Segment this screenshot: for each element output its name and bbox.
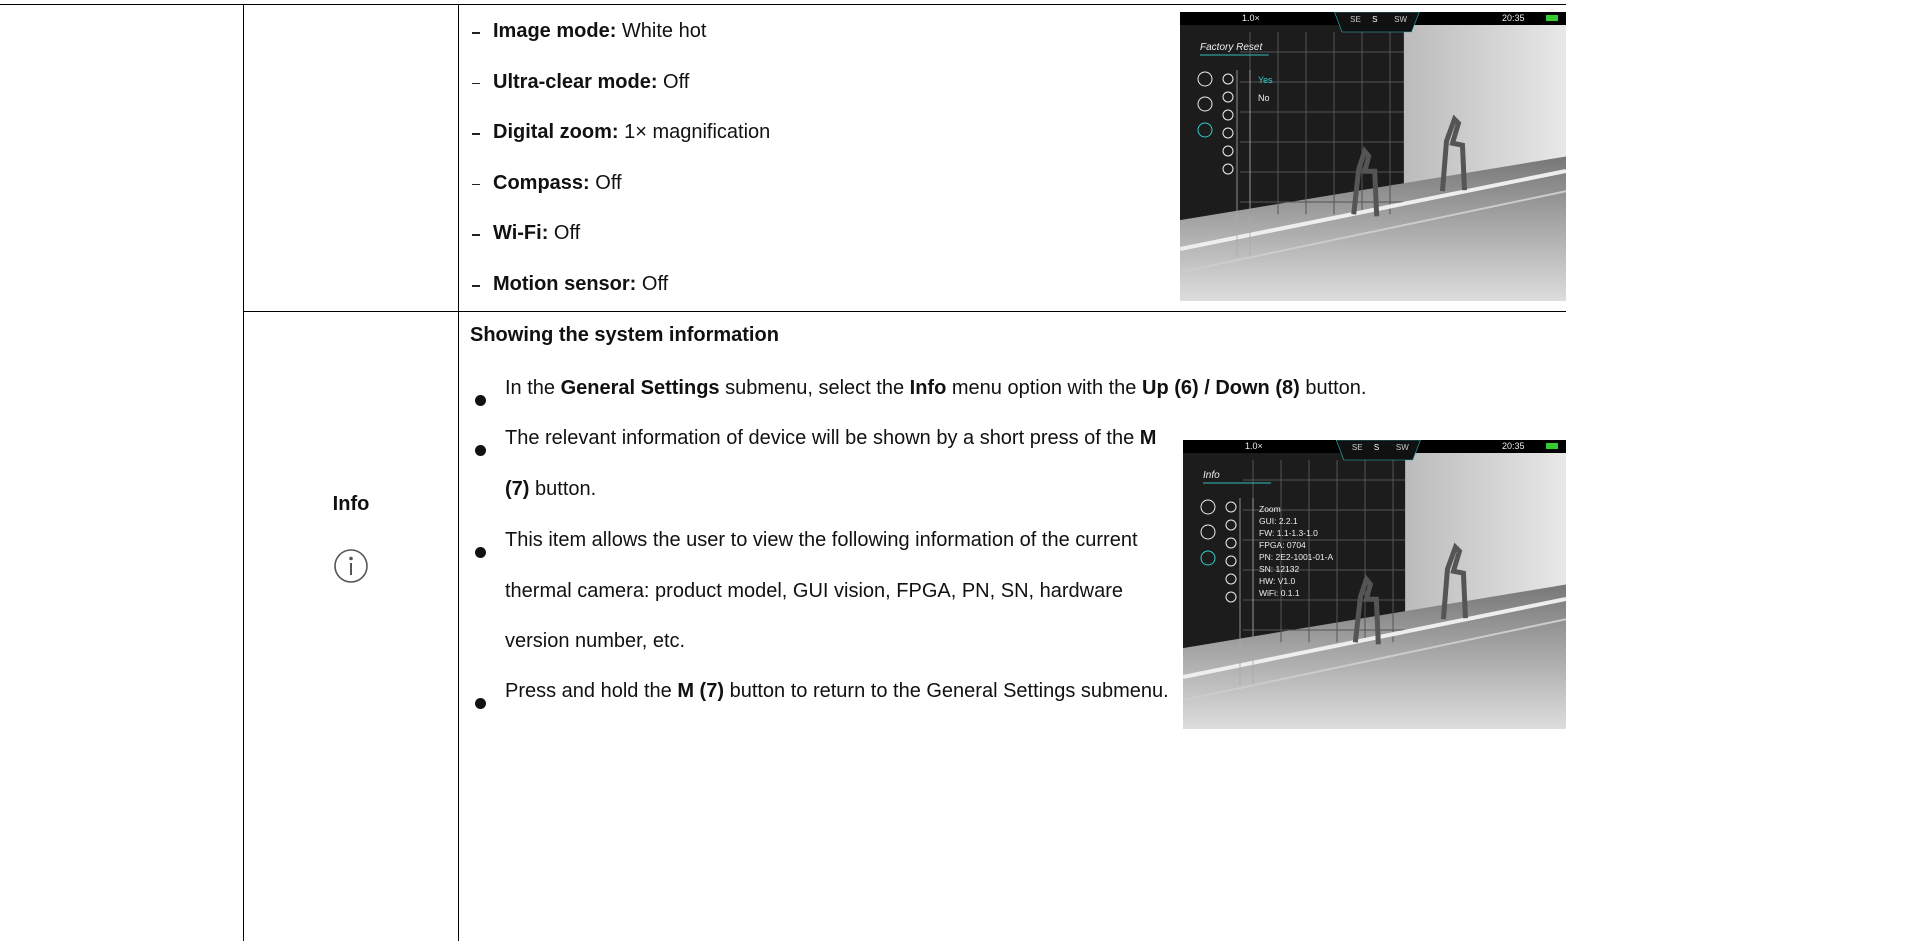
setting-label: Motion sensor:	[493, 273, 637, 295]
section-heading: Showing the system information	[470, 324, 779, 346]
setting-value: Off	[548, 222, 581, 245]
menu-title: Factory Reset	[1200, 42, 1263, 53]
setting-label: Wi-Fi:	[493, 222, 549, 245]
setting-value: Off	[589, 171, 622, 194]
setting-value: White hot	[616, 20, 707, 42]
text-run: button to return to the General Settings…	[724, 680, 1169, 702]
bullet-text: The relevant information of device will …	[505, 413, 1185, 514]
dash-marker	[472, 285, 480, 287]
zoom-level: 1.0×	[1242, 13, 1260, 23]
setting-label: Compass:	[493, 171, 590, 194]
setting-value: Off	[636, 273, 669, 295]
row-label: Info	[332, 493, 370, 515]
table-border	[0, 4, 1566, 5]
text-run: submenu, select the	[719, 377, 910, 399]
dash-marker	[472, 82, 480, 85]
setting-item: Motion sensor: Off	[493, 273, 668, 296]
info-icon	[334, 549, 368, 583]
text-run: button.	[1299, 377, 1367, 399]
setting-label: Image mode:	[493, 20, 617, 42]
info-line: FW: 1.1-1.3-1.0	[1259, 528, 1318, 538]
info-line: SN: 12132	[1259, 564, 1300, 574]
bullet-text: Press and hold the M (7) button to retur…	[505, 666, 1185, 717]
info-line: HW: V1.0	[1259, 576, 1296, 586]
bold-run: Up (6) / Down (8)	[1142, 377, 1300, 399]
column-border	[458, 4, 459, 941]
bullet-marker	[475, 547, 486, 558]
bold-run: Info	[909, 377, 947, 399]
compass-mark: SW	[1394, 15, 1407, 24]
menu-option: Yes	[1258, 75, 1273, 85]
thermal-image	[1180, 12, 1566, 301]
bullet-marker	[475, 395, 486, 406]
dash-marker	[472, 234, 480, 236]
setting-item: Wi-Fi: Off	[493, 222, 580, 245]
menu-title: Info	[1203, 470, 1220, 481]
compass-mark: S	[1372, 15, 1378, 24]
bullet-text: In the General Settings submenu, select …	[505, 363, 1605, 414]
setting-value: Off	[657, 70, 690, 93]
setting-label: Ultra-clear mode:	[493, 70, 658, 93]
bold-run: M (7)	[505, 427, 1162, 500]
compass-mark: SE	[1350, 15, 1361, 24]
info-line: GUI: 2.2.1	[1259, 516, 1298, 526]
bullet-text: This item allows the user to view the fo…	[505, 515, 1185, 667]
text-run: menu option with the	[946, 377, 1142, 399]
column-border	[243, 4, 244, 941]
text-run: button.	[529, 477, 597, 500]
bullet-marker	[475, 445, 486, 456]
clock: 20:35	[1502, 441, 1525, 451]
zoom-level: 1.0×	[1245, 441, 1263, 451]
thermal-image	[1183, 440, 1566, 729]
setting-item: Compass: Off	[493, 172, 622, 195]
info-line: WiFi: 0.1.1	[1259, 588, 1300, 598]
row-border	[243, 311, 1566, 312]
info-line: FPGA: 0704	[1259, 540, 1306, 550]
text-run: Press and hold the	[505, 680, 678, 702]
bullet-marker	[475, 698, 486, 709]
dash-marker	[472, 183, 480, 186]
text-run: This item allows the user to view the fo…	[505, 529, 1144, 653]
info-line: Zoom	[1259, 504, 1281, 514]
text-run: The relevant information of device will …	[505, 427, 1140, 449]
compass-mark: S	[1373, 443, 1380, 452]
text-run: In the	[505, 377, 561, 399]
dash-marker	[472, 133, 480, 135]
setting-item: Image mode: White hot	[493, 20, 706, 43]
setting-value: 1× magnification	[618, 121, 771, 144]
setting-item: Digital zoom: 1× magnification	[493, 121, 770, 144]
device-screenshot: 1.0× SE S SW 20:35 Factory Reset Yes No	[1180, 12, 1566, 301]
setting-label: Digital zoom:	[493, 121, 619, 144]
info-line: PN: 2E2-1001-01-A	[1259, 552, 1334, 562]
setting-item: Ultra-clear mode: Off	[493, 71, 689, 94]
bold-run: M (7)	[677, 680, 725, 702]
menu-option: No	[1258, 93, 1270, 103]
dash-marker	[472, 32, 480, 34]
device-screenshot: 1.0× SE S SW 20:35 Info Zoom GUI: 2.2.1 FW: 1.1-…	[1183, 440, 1566, 729]
compass-mark: SE	[1351, 443, 1363, 452]
clock: 20:35	[1502, 13, 1525, 23]
compass-mark: SW	[1395, 443, 1409, 452]
bold-run: General Settings	[560, 377, 720, 399]
